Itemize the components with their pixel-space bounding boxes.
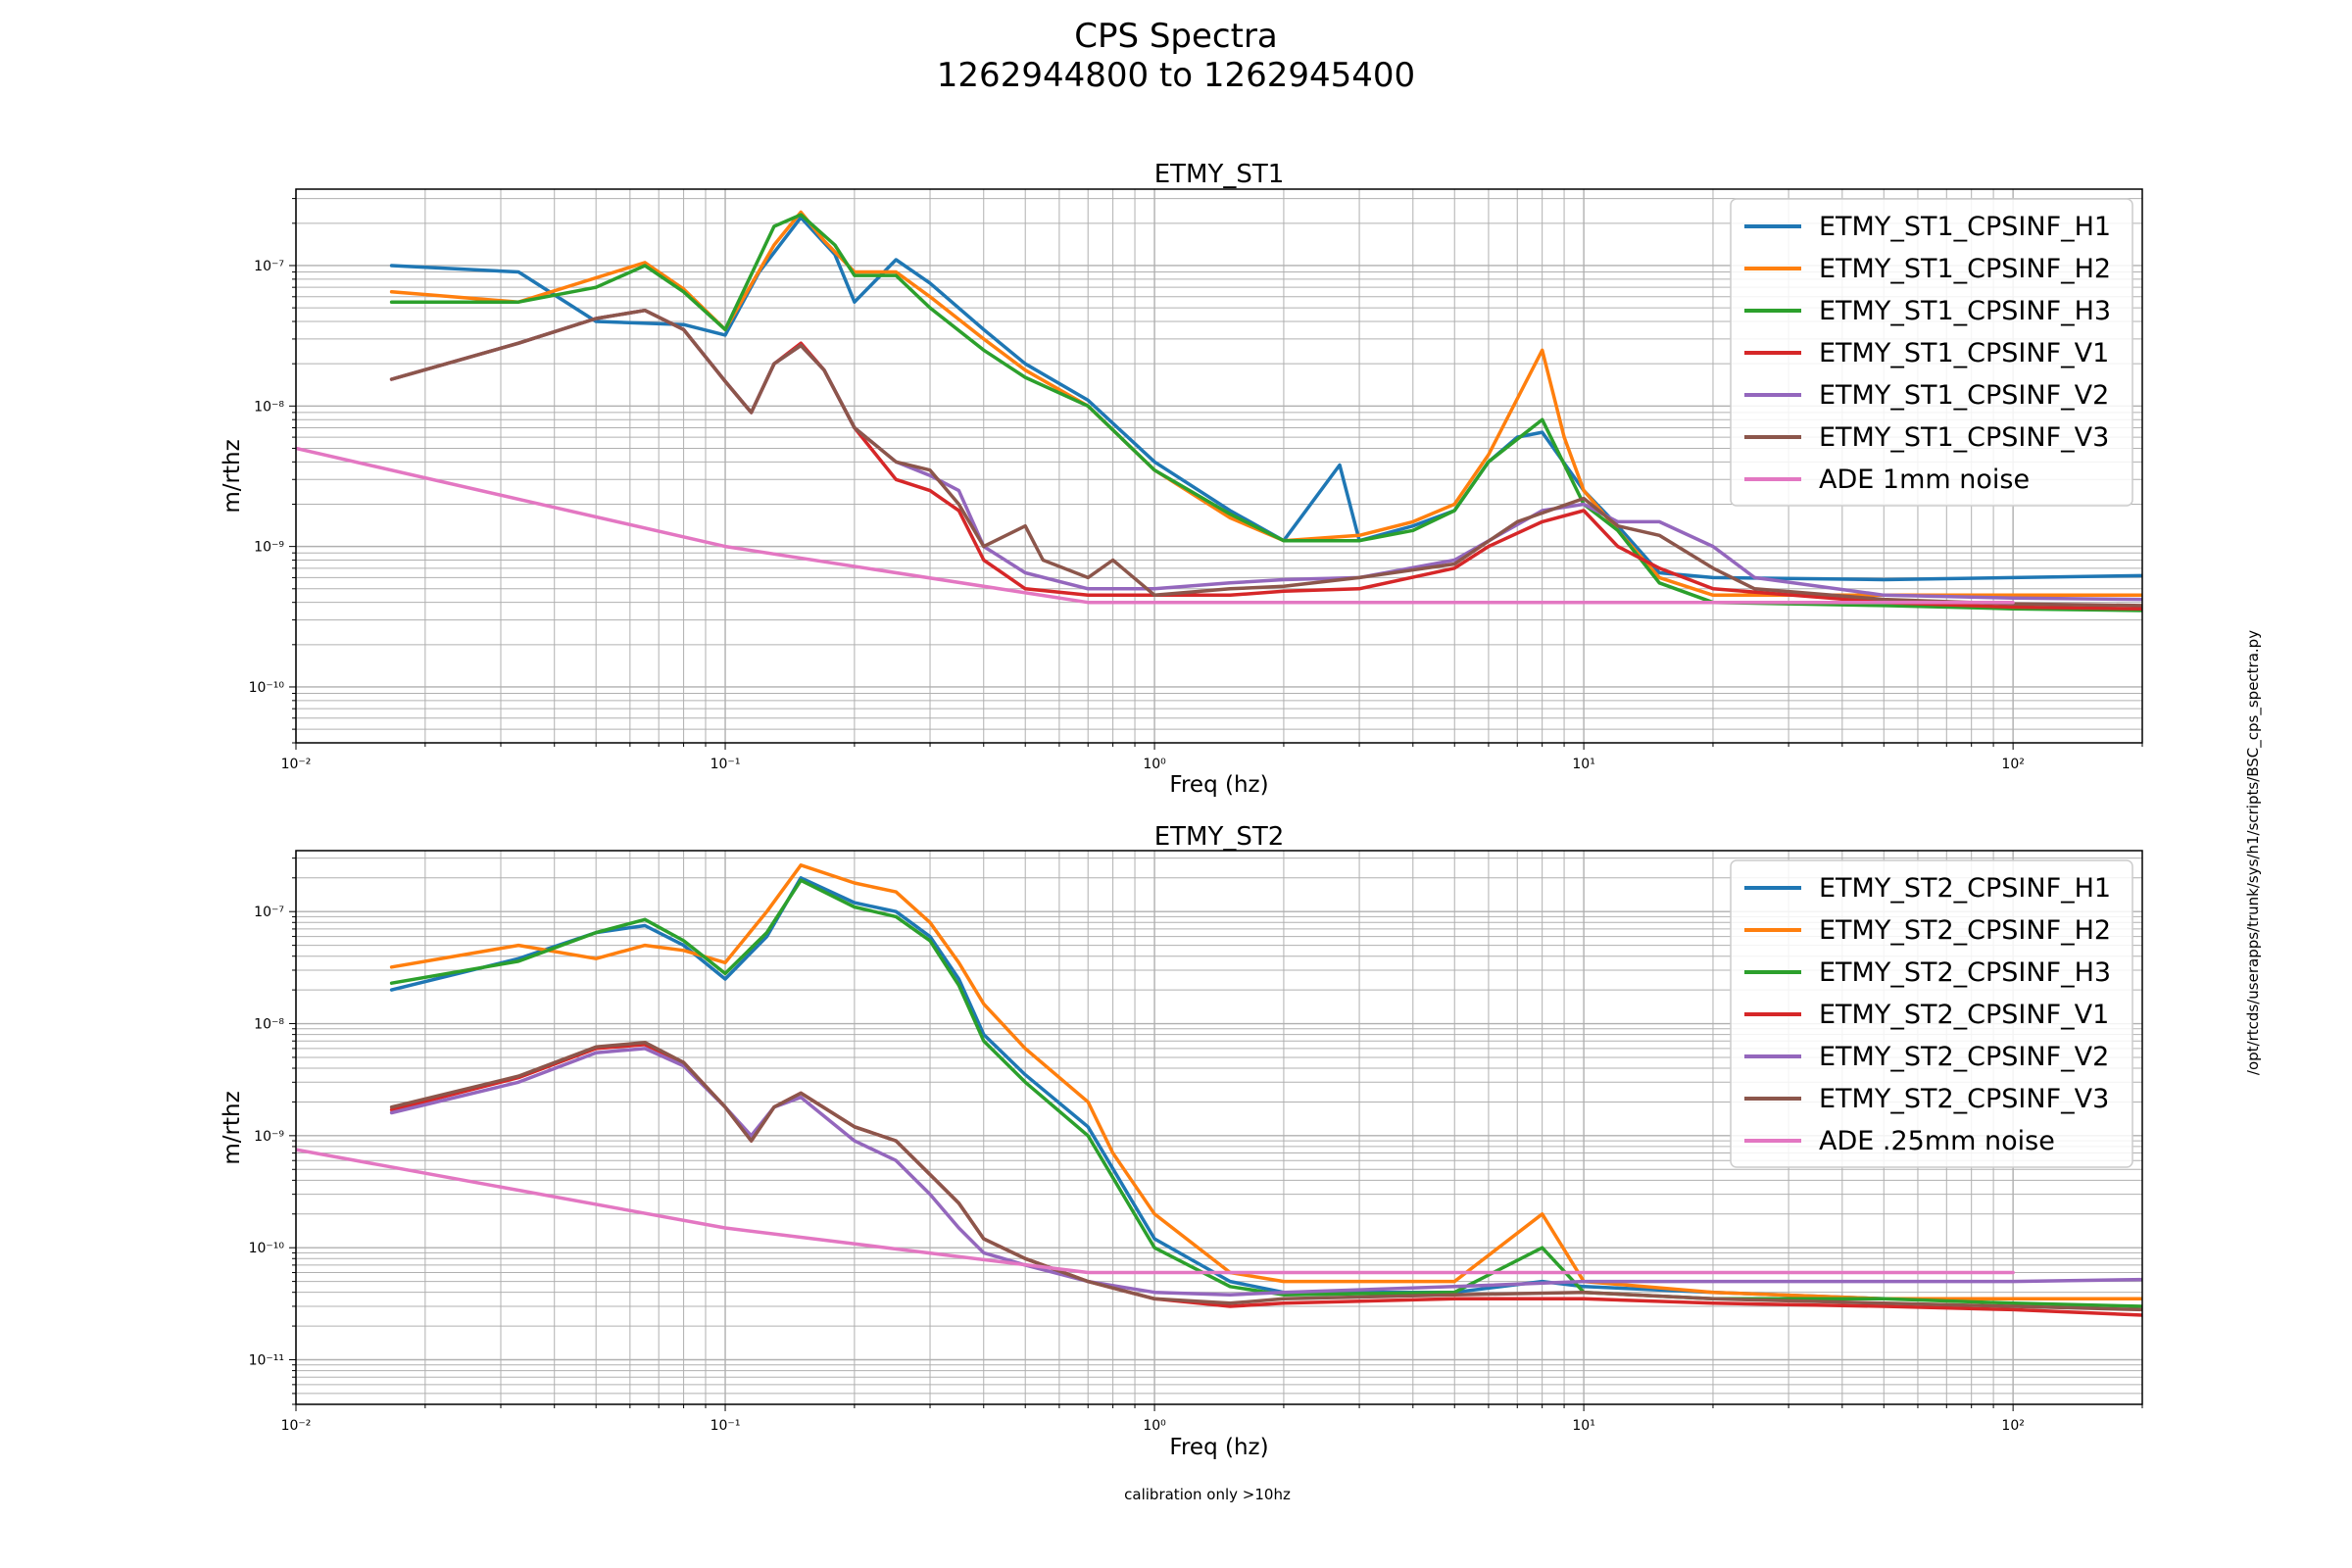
subplot-etmy-st2: ETMY_ST2 10⁻² 10⁻¹ 10⁰ 10¹ 10² 10⁻¹¹ 10⁻¹⁰ 10⁻⁹… [220,822,2143,1460]
script-path-text: /opt/rtcds/userapps/trunk/sys/h1/scripts… [2244,630,2263,1075]
legend-label: ETMY_ST1_CPSINF_V3 [1819,422,2109,453]
legend-label: ETMY_ST2_CPSINF_H1 [1819,873,2111,904]
x-axis-label: Freq (hz) [1169,1435,1268,1460]
x-tick-label: 10⁰ [1143,1418,1166,1434]
series-line-ade-1mm-noise [296,446,2015,605]
legend: ETMY_ST1_CPSINF_H1 ETMY_ST1_CPSINF_H2 ETMY… [1730,198,2133,507]
x-tick-label: 10⁻² [281,757,312,772]
legend-label: ETMY_ST2_CPSINF_V1 [1819,1000,2109,1030]
y-tick-label: 10⁻⁸ [254,1017,284,1033]
y-axis-label: m/rthz [220,1091,245,1164]
legend-label: ETMY_ST2_CPSINF_H2 [1819,915,2111,946]
series-line-etmy-st1-cpsinf-v3 [389,308,2142,608]
series-line-etmy-st2-cpsinf-h2 [389,863,2142,1301]
legend-box [1730,859,2133,1168]
x-tick-label: 10⁻¹ [710,757,741,772]
legend-label: ETMY_ST1_CPSINF_V2 [1819,380,2109,411]
series-line-etmy-st2-cpsinf-v2 [389,1047,2142,1297]
subplot-etmy-st1: ETMY_ST1 10⁻² 10⁻¹ 10⁰ 10¹ 10²10⁻¹⁰10⁻⁹10⁻⁸1… [220,160,2143,798]
y-tick-label: 10⁻¹¹ [249,1353,284,1369]
legend-label: ETMY_ST2_CPSINF_H3 [1819,957,2111,988]
footer-note: calibration only >10hz [1124,1486,1291,1503]
axes-frame [295,850,2143,1405]
legend-label: ETMY_ST1_CPSINF_V1 [1819,338,2109,368]
series-group [296,210,2142,612]
legend-label: ETMY_ST1_CPSINF_H2 [1819,254,2111,284]
y-tick-labels: 10⁻¹¹ 10⁻¹⁰ 10⁻⁹ 10⁻⁸ 10⁻⁷ [249,905,285,1368]
subplot-title: ETMY_ST1 [1154,160,1285,189]
x-tick-label: 10¹ [1572,1418,1594,1434]
grid [289,851,2143,1411]
series-group [296,863,2142,1317]
y-tick-label: 10⁻⁸ [254,399,284,415]
x-tick-labels: 10⁻² 10⁻¹ 10⁰ 10¹ 10² [281,1418,2025,1434]
y-tick-label: 10⁻⁹ [254,540,284,556]
x-tick-label: 10¹ [1572,757,1594,772]
legend-label: ETMY_ST2_CPSINF_V3 [1819,1084,2109,1114]
x-tick-label: 10² [2001,1418,2024,1434]
x-tick-label: 10⁻¹ [710,1418,741,1434]
legend-label: ETMY_ST1_CPSINF_H3 [1819,296,2111,326]
y-tick-label: 10⁻¹⁰ [249,680,285,696]
y-tick-label: 10⁻⁹ [254,1129,284,1145]
x-tick-label: 10⁻² [281,1418,312,1434]
plot-area: 10⁻² 10⁻¹ 10⁰ 10¹ 10² 10⁻¹⁰ 10⁻⁹ 10⁻⁸ 10⁻⁷ ETMY_S… [249,188,2143,772]
legend-label: ADE 1mm noise [1819,465,2030,495]
figure-title-line2: 1262944800 to 1262945400 [937,56,1415,95]
series-line-etmy-st2-cpsinf-v3 [389,1040,2142,1312]
x-tick-labels: 10⁻² 10⁻¹ 10⁰ 10¹ 10² [281,757,2025,772]
y-tick-label: 10⁻¹⁰ [249,1241,285,1256]
x-tick-label: 10² [2001,757,2024,772]
series-line-ade-25mm-noise [296,1148,2015,1275]
axes-frame [295,188,2143,744]
series-line-etmy-st1-cpsinf-h3 [389,213,2142,612]
legend-label: ADE .25mm noise [1819,1126,2055,1156]
x-tick-label: 10⁰ [1143,757,1166,772]
y-tick-label: 10⁻⁷ [254,905,284,920]
legend: ETMY_ST2_CPSINF_H1 ETMY_ST2_CPSINF_H2 ETMY… [1730,859,2133,1168]
plot-area: 10⁻² 10⁻¹ 10⁰ 10¹ 10² 10⁻¹¹ 10⁻¹⁰ 10⁻⁹ 10⁻⁸ 10⁻⁷ E… [249,850,2143,1434]
y-tick-label: 10⁻⁷ [254,259,284,274]
legend-box [1730,198,2133,507]
legend-label: ETMY_ST2_CPSINF_V2 [1819,1042,2109,1072]
subplot-title: ETMY_ST2 [1154,822,1285,852]
legend-label: ETMY_ST1_CPSINF_H1 [1819,212,2111,242]
figure-title-line1: CPS Spectra [1074,17,1278,56]
y-tick-labels: 10⁻¹⁰ 10⁻⁹ 10⁻⁸ 10⁻⁷ [249,259,285,696]
x-axis-label: Freq (hz) [1169,772,1268,798]
y-axis-label: m/rthz [220,439,245,513]
